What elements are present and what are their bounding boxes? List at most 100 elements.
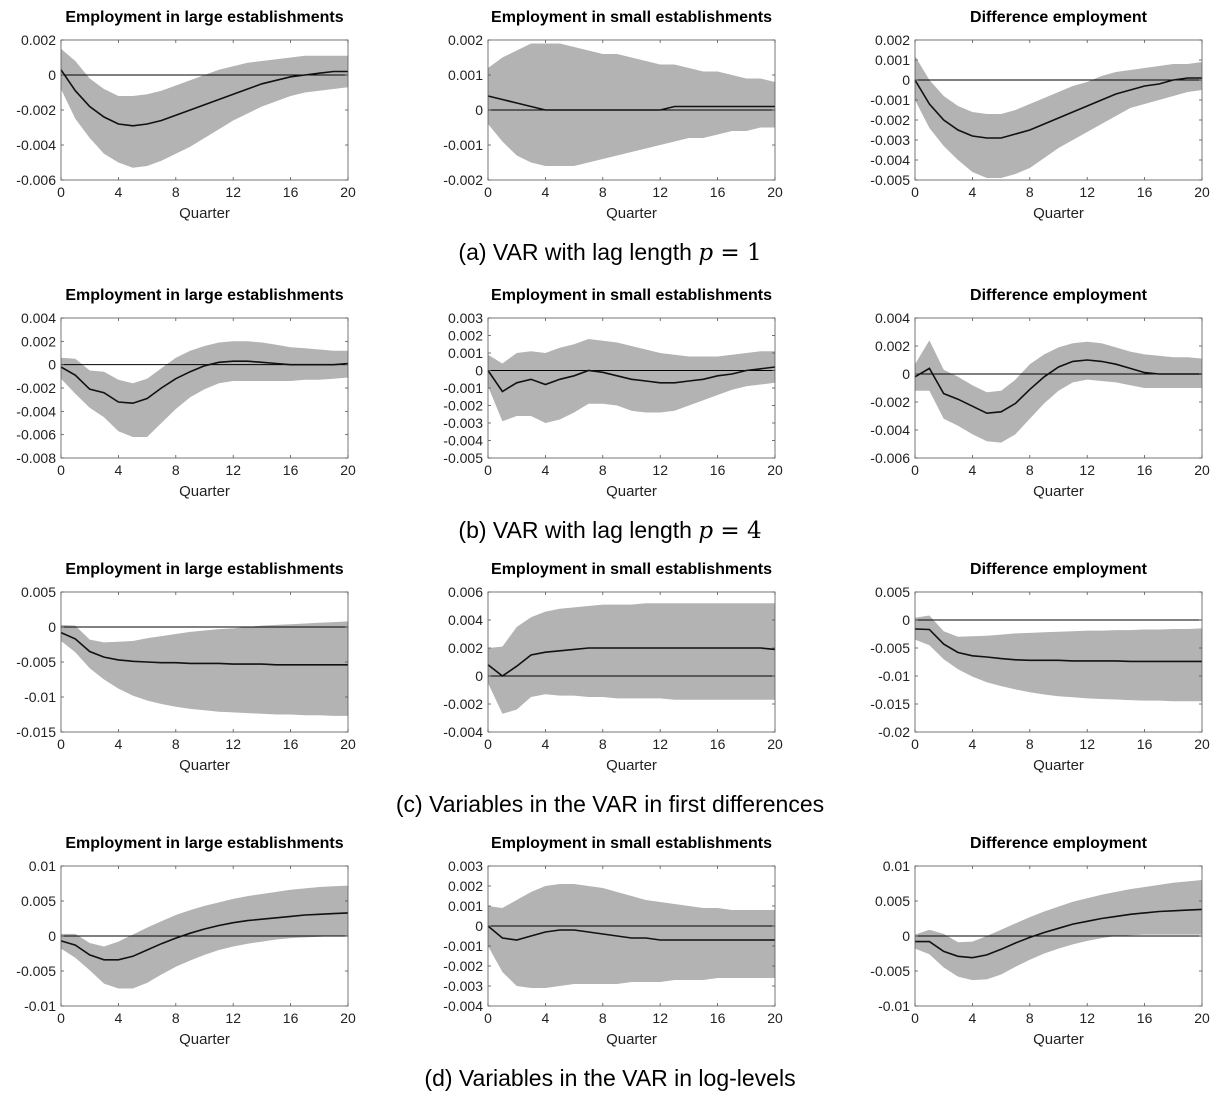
- y-tick-label: 0.001: [875, 52, 910, 68]
- y-tick-label: -0.004: [870, 152, 910, 168]
- x-tick-label: 0: [911, 736, 919, 752]
- confidence-band: [61, 885, 348, 989]
- confidence-band: [488, 43, 775, 166]
- confidence-band: [61, 48, 348, 168]
- y-tick-label: -0.005: [16, 963, 56, 979]
- confidence-band: [915, 615, 1202, 702]
- x-tick-label: 8: [172, 184, 180, 200]
- x-tick-label: 20: [1194, 184, 1210, 200]
- x-tick-label: 0: [484, 184, 492, 200]
- y-tick-label: -0.01: [878, 668, 910, 684]
- x-tick-label: 8: [599, 184, 607, 200]
- x-tick-label: 0: [484, 736, 492, 752]
- response-line: [914, 77, 1202, 139]
- chart-title: Difference employment: [970, 287, 1148, 304]
- x-tick-label: 20: [340, 184, 356, 200]
- chart-panel: Employment in small establishments 0 4 8 12 1…: [443, 9, 783, 222]
- y-tick-label: 0: [475, 102, 483, 118]
- x-tick-label: 20: [767, 1010, 783, 1026]
- confidence-band: [915, 340, 1202, 443]
- y-tick-label: 0.006: [448, 584, 483, 600]
- y-tick-label: -0.004: [443, 433, 483, 449]
- y-tick-label: -0.002: [16, 102, 56, 118]
- y-tick-label: -0.015: [16, 724, 56, 740]
- x-tick-label: 12: [225, 462, 241, 478]
- x-tick-label: 4: [542, 1010, 550, 1026]
- response-line: [60, 912, 349, 961]
- confidence-band: [915, 56, 1202, 178]
- chart-panel: Employment in small establishments 0 4 8 12 1…: [443, 561, 783, 774]
- confidence-band: [488, 603, 775, 714]
- y-tick-label: 0: [902, 72, 910, 88]
- y-tick-label: -0.015: [870, 696, 910, 712]
- x-tick-label: 16: [283, 462, 299, 478]
- y-tick-label: -0.005: [16, 654, 56, 670]
- axes-box: [487, 591, 776, 733]
- x-tick-label: 0: [57, 184, 65, 200]
- x-tick-label: 16: [710, 1010, 726, 1026]
- chart-panel: Difference employment 0 4 8 12 16 20 0.01 0.005 0…: [870, 835, 1210, 1048]
- x-tick-label: 16: [1137, 184, 1153, 200]
- y-tick-label: 0.001: [448, 67, 483, 83]
- chart-title: Employment in large establishments: [65, 561, 343, 578]
- y-tick-label: -0.003: [443, 978, 483, 994]
- x-axis-label: Quarter: [1033, 483, 1084, 500]
- y-tick-label: 0: [902, 612, 910, 628]
- y-tick-label: -0.01: [24, 689, 56, 705]
- x-tick-label: 16: [283, 184, 299, 200]
- y-tick-label: 0: [902, 928, 910, 944]
- x-tick-label: 16: [283, 1010, 299, 1026]
- y-tick-label: 0: [48, 67, 56, 83]
- y-tick-label: 0.004: [448, 612, 483, 628]
- x-tick-label: 12: [652, 462, 668, 478]
- x-tick-label: 8: [1026, 462, 1034, 478]
- x-tick-label: 20: [767, 184, 783, 200]
- x-tick-label: 8: [1026, 1010, 1034, 1026]
- x-tick-label: 16: [1137, 736, 1153, 752]
- x-tick-label: 20: [340, 1010, 356, 1026]
- chart-panel: Difference employment 0 4 8 12 16 20 0.002 0.001…: [870, 9, 1210, 222]
- subfigure-caption: (a) VAR with lag length p = 1: [458, 239, 761, 266]
- response-line: [915, 908, 1203, 959]
- x-axis-label: Quarter: [179, 483, 230, 500]
- y-tick-label: -0.005: [870, 963, 910, 979]
- y-tick-label: -0.01: [878, 998, 910, 1014]
- x-tick-label: 8: [1026, 184, 1034, 200]
- x-tick-label: 16: [283, 736, 299, 752]
- y-tick-label: 0.002: [21, 333, 56, 349]
- chart-panel: Employment in large establishments 0 4 8 12 1…: [16, 287, 356, 500]
- y-tick-label: 0.003: [448, 310, 483, 326]
- x-tick-label: 4: [115, 1010, 123, 1026]
- x-axis-label: Quarter: [179, 1031, 230, 1048]
- x-tick-label: 4: [542, 736, 550, 752]
- confidence-band: [61, 621, 348, 716]
- y-tick-label: -0.008: [16, 450, 56, 466]
- chart-title: Employment in large establishments: [65, 9, 343, 26]
- y-tick-label: -0.004: [16, 137, 56, 153]
- x-tick-label: 16: [710, 184, 726, 200]
- x-tick-label: 4: [115, 462, 123, 478]
- response-line: [914, 628, 1202, 663]
- x-tick-label: 4: [969, 462, 977, 478]
- chart-title: Difference employment: [970, 835, 1148, 852]
- chart-title: Difference employment: [970, 561, 1148, 578]
- chart-title: Employment in large establishments: [65, 835, 343, 852]
- y-tick-label: 0.004: [875, 310, 910, 326]
- y-tick-label: 0.002: [875, 338, 910, 354]
- y-tick-label: -0.003: [870, 132, 910, 148]
- y-tick-label: 0.002: [448, 640, 483, 656]
- y-tick-label: -0.02: [878, 724, 910, 740]
- x-tick-label: 20: [1194, 462, 1210, 478]
- response-line: [60, 69, 348, 127]
- chart-panel: Employment in large establishments 0 4 8 12 1…: [16, 9, 356, 222]
- y-tick-label: -0.002: [443, 696, 483, 712]
- y-tick-label: 0: [48, 928, 56, 944]
- y-tick-label: -0.002: [443, 958, 483, 974]
- x-tick-label: 12: [225, 1010, 241, 1026]
- y-tick-label: 0.01: [883, 858, 910, 874]
- x-tick-label: 20: [340, 462, 356, 478]
- chart-panel: Employment in small establishments 0 4 8 12 1…: [443, 287, 783, 500]
- response-line: [487, 95, 775, 111]
- y-tick-label: 0.01: [29, 858, 56, 874]
